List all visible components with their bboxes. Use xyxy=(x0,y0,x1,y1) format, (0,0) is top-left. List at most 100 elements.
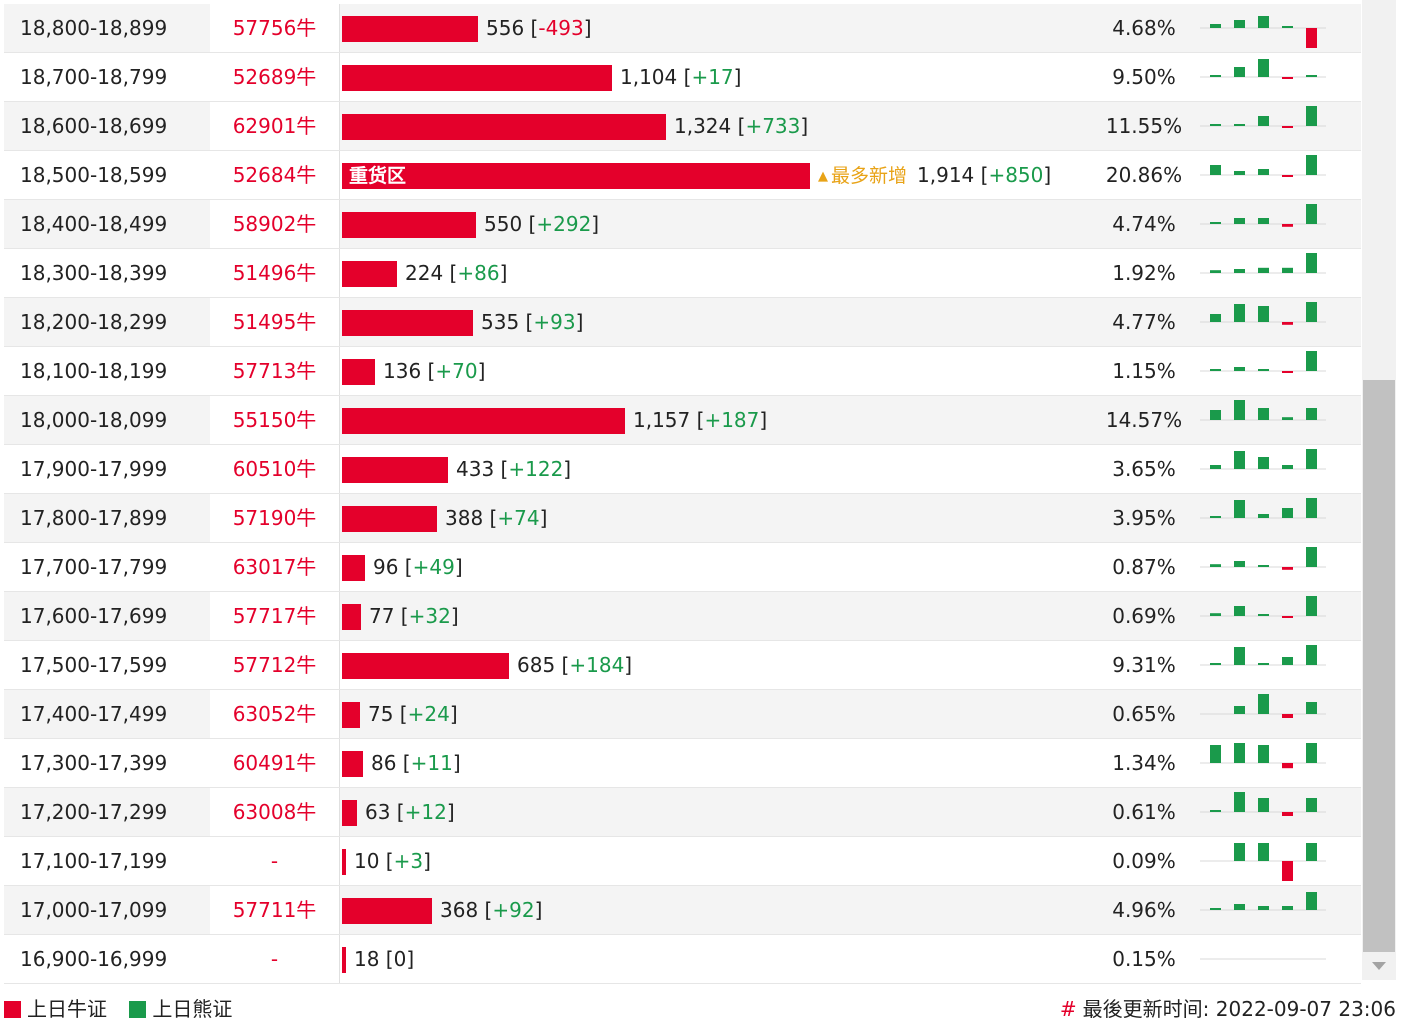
sparkline-bar xyxy=(1258,745,1269,763)
sparkline-chart xyxy=(1200,16,1326,48)
sparkline-bar xyxy=(1282,763,1293,769)
volume-value: 77 xyxy=(369,604,395,628)
sparkline-chart xyxy=(1200,155,1326,177)
trend-sparkline xyxy=(1196,396,1326,444)
cbbc-code-link[interactable]: 57712牛 xyxy=(210,641,339,689)
volume-bar xyxy=(342,114,666,140)
table-row[interactable]: 17,500-17,599 57712牛 685 [+184] 9.31% xyxy=(4,641,1361,690)
cbbc-code-link[interactable]: 52689牛 xyxy=(210,53,339,101)
sparkline-bar xyxy=(1234,171,1245,175)
sparkline-bar xyxy=(1282,714,1293,718)
table-row[interactable]: 18,800-18,899 57756牛 556 [-493] 4.68% xyxy=(4,4,1361,53)
sparkline-bar xyxy=(1258,116,1269,126)
cbbc-code-link[interactable]: 51496牛 xyxy=(210,249,339,297)
table-row[interactable]: 17,900-17,999 60510牛 433 [+122] 3.65% xyxy=(4,445,1361,494)
volume-info: 388 [+74] xyxy=(445,506,548,530)
table-row[interactable]: 17,700-17,799 63017牛 96 [+49] 0.87% xyxy=(4,543,1361,592)
sparkline-bar xyxy=(1234,606,1245,616)
sparkline-bar xyxy=(1282,224,1293,227)
table-row[interactable]: 17,100-17,199 -10 [+3] 0.09% xyxy=(4,837,1361,886)
sparkline-bar xyxy=(1258,59,1269,77)
sparkline-chart xyxy=(1200,792,1326,816)
scroll-down-button[interactable] xyxy=(1363,954,1395,978)
sparkline-bar xyxy=(1234,743,1245,763)
strike-range: 17,400-17,499 xyxy=(20,702,168,726)
cbbc-code-link[interactable]: 62901牛 xyxy=(210,102,339,150)
scrollbar-thumb[interactable] xyxy=(1363,380,1395,952)
trend-sparkline xyxy=(1196,494,1326,542)
table-row[interactable]: 17,600-17,699 57717牛 77 [+32] 0.69% xyxy=(4,592,1361,641)
table-row[interactable]: 18,500-18,599 52684牛 重货区 ▲ 最多新增 1,914 [+850] 2… xyxy=(4,151,1361,200)
trend-sparkline xyxy=(1196,102,1326,150)
sparkline-bar xyxy=(1258,565,1269,567)
cbbc-code-link[interactable]: 63017牛 xyxy=(210,543,339,591)
cbbc-code-link[interactable]: 60491牛 xyxy=(210,739,339,787)
table-row[interactable]: 17,000-17,099 57711牛 368 [+92] 4.96% xyxy=(4,886,1361,935)
volume-bar-cell: 550 [+292] xyxy=(339,200,1060,248)
cbbc-code-link[interactable]: 51495牛 xyxy=(210,298,339,346)
volume-value: 1,104 xyxy=(620,65,678,89)
sparkline-bar xyxy=(1210,613,1221,616)
volume-bar xyxy=(342,555,365,581)
sparkline-bar xyxy=(1210,165,1221,175)
cbbc-code-link[interactable]: 63008牛 xyxy=(210,788,339,836)
table-row[interactable]: 18,600-18,699 62901牛 1,324 [+733] 11.55% xyxy=(4,102,1361,151)
trend-sparkline xyxy=(1196,298,1326,346)
volume-info: 1,157 [+187] xyxy=(633,408,768,432)
cbbc-code-link[interactable]: 58902牛 xyxy=(210,200,339,248)
table-row[interactable]: 17,200-17,299 63008牛 63 [+12] 0.61% xyxy=(4,788,1361,837)
sparkline-bar xyxy=(1306,743,1317,763)
cbbc-code-link[interactable]: 57717牛 xyxy=(210,592,339,640)
sparkline-bar xyxy=(1306,498,1317,518)
table-row[interactable]: 18,400-18,499 58902牛 550 [+292] 4.74% xyxy=(4,200,1361,249)
volume-bar xyxy=(342,506,437,532)
trend-sparkline xyxy=(1196,151,1326,199)
volume-value: 86 xyxy=(371,751,397,775)
volume-value: 1,157 xyxy=(633,408,691,432)
sparkline-bar xyxy=(1306,28,1317,48)
cbbc-code-link[interactable]: 57713牛 xyxy=(210,347,339,395)
sparkline-bar xyxy=(1234,400,1245,420)
percentage: 9.50% xyxy=(1112,65,1176,89)
volume-bar-cell: 556 [-493] xyxy=(339,4,1060,52)
cbbc-code-link[interactable]: 52684牛 xyxy=(210,151,339,199)
sparkline-bar xyxy=(1234,792,1245,812)
volume-bar xyxy=(342,310,473,336)
trend-sparkline xyxy=(1196,886,1326,934)
percentage: 3.95% xyxy=(1112,506,1176,530)
table-row[interactable]: 16,900-16,999 -18 [0] 0.15% xyxy=(4,935,1361,984)
cbbc-code-link[interactable]: 55150牛 xyxy=(210,396,339,444)
cbbc-code-link[interactable]: 60510牛 xyxy=(210,445,339,493)
volume-bar xyxy=(342,947,346,973)
cbbc-code-link[interactable]: 57711牛 xyxy=(210,886,339,934)
volume-bar xyxy=(342,212,476,238)
sparkline-bar xyxy=(1258,16,1269,28)
table-row[interactable]: 18,700-18,799 52689牛 1,104 [+17] 9.50% xyxy=(4,53,1361,102)
sparkline-bar xyxy=(1258,798,1269,812)
strike-range: 18,500-18,599 xyxy=(20,163,168,187)
table-row[interactable]: 17,300-17,399 60491牛 86 [+11] 1.34% xyxy=(4,739,1361,788)
volume-info: 75 [+24] xyxy=(368,702,458,726)
cbbc-code-link[interactable]: 63052牛 xyxy=(210,690,339,738)
trend-sparkline xyxy=(1196,739,1326,787)
cbbc-code-link[interactable]: 57756牛 xyxy=(210,4,339,52)
sparkline-bar xyxy=(1306,645,1317,665)
cbbc-code-link: - xyxy=(210,935,339,983)
volume-bar-cell: 1,324 [+733] xyxy=(339,102,1060,150)
percentage: 0.87% xyxy=(1112,555,1176,579)
table-row[interactable]: 17,800-17,899 57190牛 388 [+74] 3.95% xyxy=(4,494,1361,543)
volume-bar-cell: 433 [+122] xyxy=(339,445,1060,493)
table-row[interactable]: 18,200-18,299 51495牛 535 [+93] 4.77% xyxy=(4,298,1361,347)
volume-change: +92 xyxy=(492,898,535,922)
cbbc-code-link[interactable]: 57190牛 xyxy=(210,494,339,542)
table-row[interactable]: 18,100-18,199 57713牛 136 [+70] 1.15% xyxy=(4,347,1361,396)
legend-item-bull: 上日牛证 xyxy=(4,994,107,1024)
table-row[interactable]: 18,000-18,099 55150牛 1,157 [+187] 14.57% xyxy=(4,396,1361,445)
sparkline-bar xyxy=(1234,647,1245,665)
sparkline-bar xyxy=(1306,351,1317,371)
volume-info: 63 [+12] xyxy=(365,800,455,824)
table-row[interactable]: 18,300-18,399 51496牛 224 [+86] 1.92% xyxy=(4,249,1361,298)
table-row[interactable]: 17,400-17,499 63052牛 75 [+24] 0.65% xyxy=(4,690,1361,739)
strike-range: 17,200-17,299 xyxy=(20,800,168,824)
